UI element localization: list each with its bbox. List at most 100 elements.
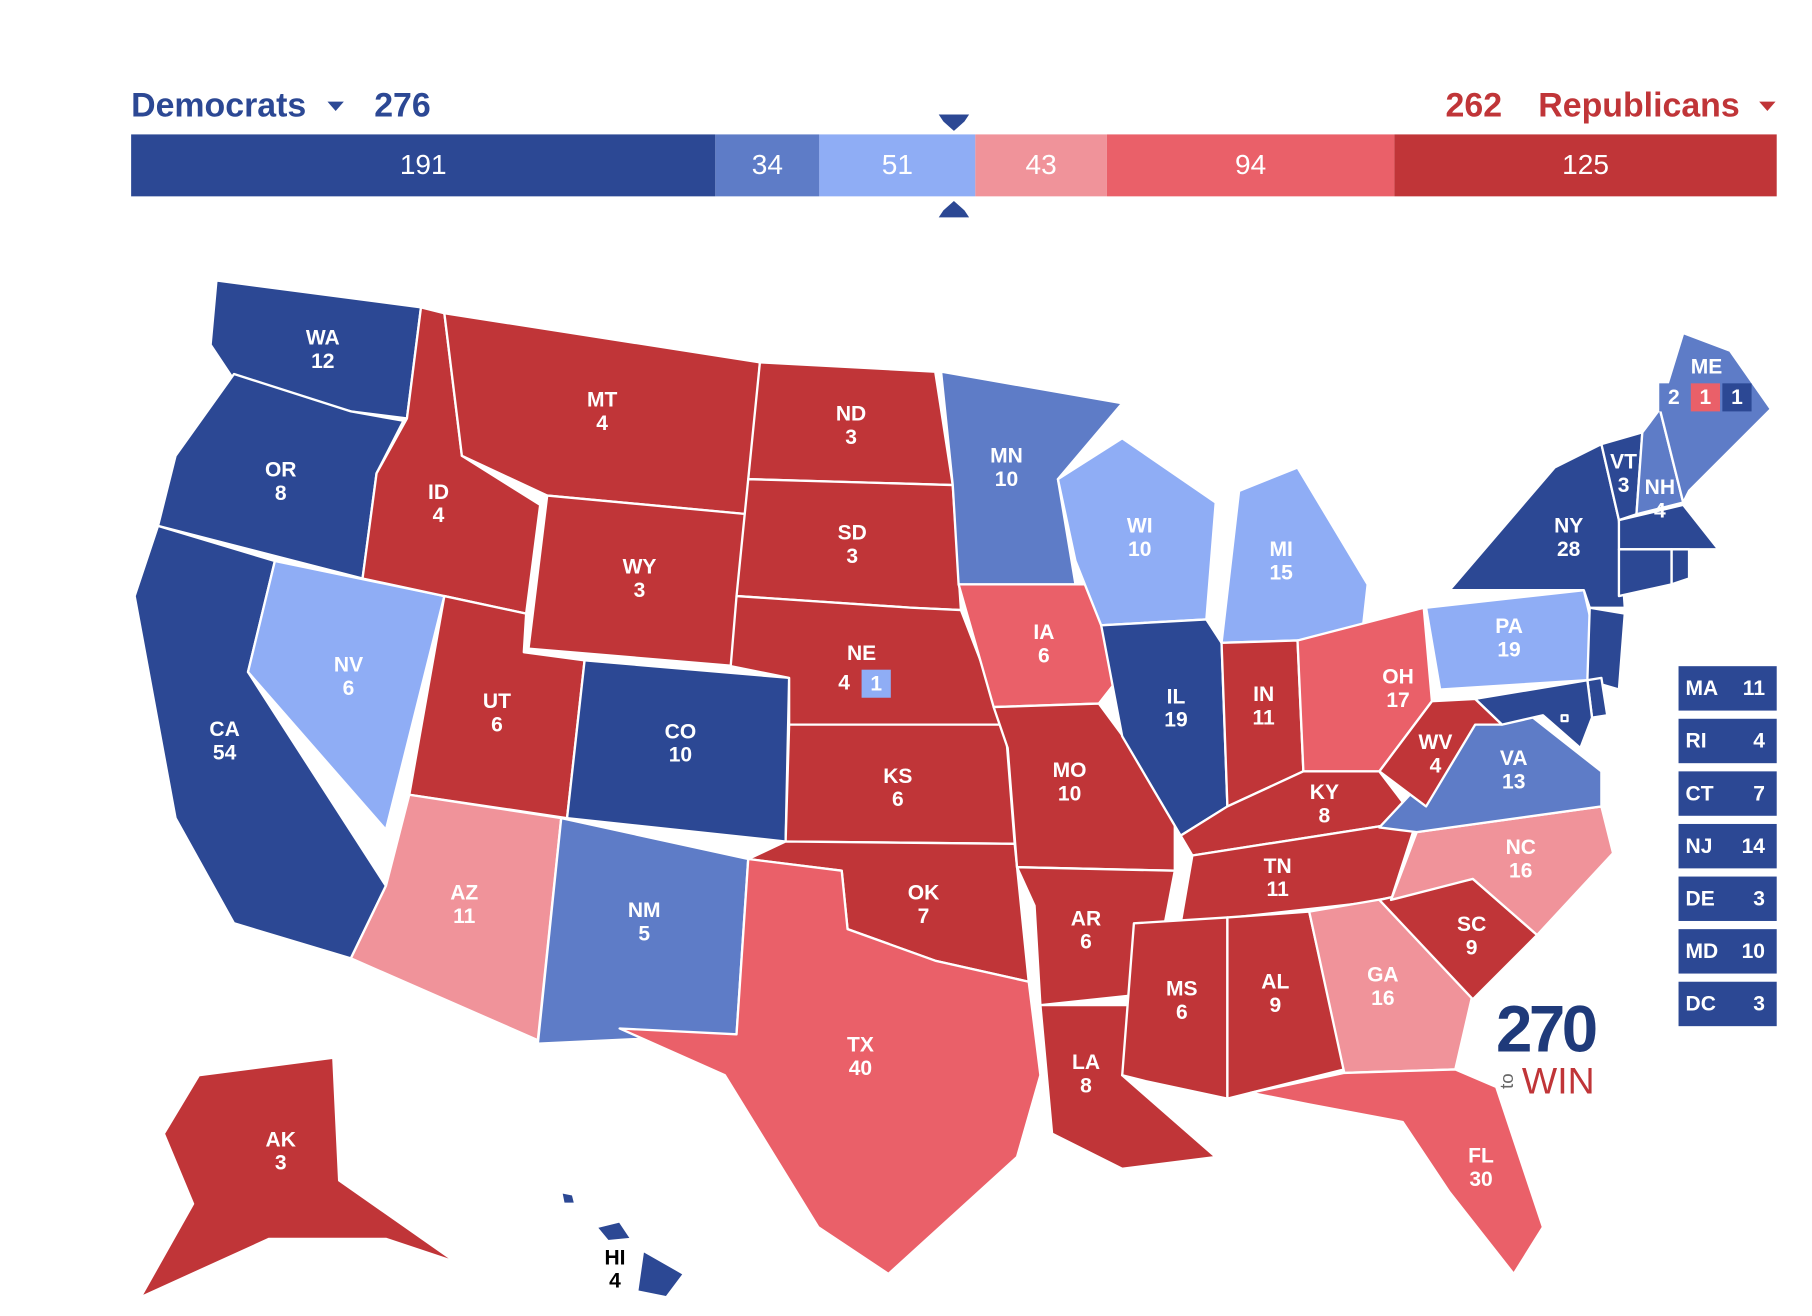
state-votes: 10 [1128, 538, 1151, 561]
district-box [1690, 383, 1721, 412]
midpoint-marker [938, 201, 970, 218]
state-abbr: AK [266, 1128, 296, 1151]
district-votes: 2 [1668, 386, 1680, 409]
state-votes: 3 [1753, 993, 1765, 1016]
state-box [1678, 981, 1777, 1027]
state-votes: 11 [453, 905, 476, 928]
state [618, 857, 1042, 1276]
bar-segment-label: 191 [400, 149, 447, 180]
state [1308, 896, 1475, 1075]
state-votes: 19 [1164, 709, 1187, 732]
state [636, 1249, 686, 1299]
state-abbr: MI [1269, 538, 1292, 561]
left-total: 276 [374, 86, 431, 124]
district-votes: 1 [870, 672, 882, 695]
state-votes: 7 [918, 905, 930, 928]
state-box [1678, 929, 1777, 974]
state-abbr: OK [908, 882, 940, 905]
state-abbr: LA [1072, 1051, 1100, 1074]
state-votes: 6 [1038, 644, 1050, 667]
state-votes: 15 [1269, 561, 1293, 584]
state [1617, 548, 1673, 598]
state-box [1678, 876, 1777, 921]
logo-small: to [1496, 1073, 1517, 1089]
state [1658, 331, 1773, 504]
state-votes: 6 [1080, 931, 1092, 954]
state-abbr: FL [1468, 1145, 1494, 1168]
state-votes: 28 [1557, 538, 1581, 561]
bar-segment-label: 125 [1562, 149, 1609, 180]
state-abbr: CO [665, 720, 697, 743]
state-votes: 19 [1497, 639, 1520, 662]
left-party-name: Democrats [131, 86, 306, 124]
state-votes: 10 [1742, 940, 1765, 963]
state [1249, 1068, 1545, 1276]
state-votes: 13 [1502, 771, 1525, 794]
district-box [1722, 383, 1752, 412]
state-votes: 4 [1430, 754, 1442, 777]
state-abbr: WV [1419, 731, 1453, 754]
state-abbr: MO [1053, 759, 1087, 782]
state-abbr: WY [623, 556, 657, 579]
district-box [1659, 383, 1689, 412]
right-party-name: Republicans [1538, 86, 1739, 124]
caret [1759, 101, 1776, 112]
state-votes: 16 [1371, 987, 1394, 1010]
state-votes: 6 [892, 788, 904, 811]
state-votes: 4 [596, 412, 608, 435]
state-votes: 54 [213, 741, 237, 764]
state-abbr: NC [1506, 836, 1536, 859]
state [1226, 910, 1346, 1100]
state-votes: 6 [1176, 1001, 1188, 1024]
state-votes: 17 [1386, 689, 1409, 712]
district-votes: 1 [1700, 386, 1712, 409]
state-abbr: ME [1691, 356, 1723, 379]
state [595, 1220, 633, 1243]
caret [327, 101, 344, 112]
state [1121, 916, 1229, 1100]
state-votes: 3 [275, 1152, 287, 1175]
district-votes: 1 [1731, 386, 1743, 409]
state-abbr: CA [209, 718, 239, 741]
state-votes: 14 [1742, 835, 1766, 858]
state-abbr: IA [1033, 621, 1054, 644]
state-votes: 8 [1319, 805, 1331, 828]
state-abbr: AL [1261, 970, 1289, 993]
state-votes: 3 [634, 579, 646, 602]
state [139, 1056, 458, 1299]
state-votes: 10 [995, 468, 1018, 491]
state-abbr: NE [847, 642, 876, 665]
logo-number: 270 [1496, 993, 1596, 1066]
right-total: 262 [1446, 86, 1503, 124]
state-box [1678, 718, 1777, 764]
state-abbr: VT [1610, 450, 1637, 473]
state-votes: 3 [846, 545, 858, 568]
state-votes: 8 [275, 482, 287, 505]
state-abbr: NV [334, 654, 363, 677]
bar-segment [1394, 134, 1777, 197]
state-votes: 12 [311, 350, 334, 373]
state-votes: 10 [1058, 782, 1081, 805]
state-votes: 4 [609, 1270, 621, 1293]
state-votes: 7 [1753, 782, 1765, 805]
state-abbr: KS [883, 765, 912, 788]
state-box [1678, 771, 1777, 816]
bar-segment-label: 94 [1235, 149, 1266, 180]
state-abbr: TN [1264, 855, 1292, 878]
state-abbr: MD [1686, 940, 1719, 963]
state [1586, 606, 1626, 691]
bar-segment [1106, 134, 1395, 197]
state-abbr: WI [1127, 515, 1153, 538]
state-votes: 11 [1253, 706, 1276, 729]
bar-segment [131, 134, 716, 197]
state-abbr: HI [604, 1246, 625, 1269]
state-votes: 9 [1269, 994, 1281, 1017]
midpoint-marker [938, 114, 970, 131]
state-votes: 10 [669, 744, 692, 767]
state-votes: 6 [491, 713, 503, 736]
state-abbr: SC [1457, 913, 1486, 936]
state-box [1678, 666, 1777, 711]
state-votes: 11 [1743, 677, 1766, 700]
state-abbr: OR [265, 459, 297, 482]
